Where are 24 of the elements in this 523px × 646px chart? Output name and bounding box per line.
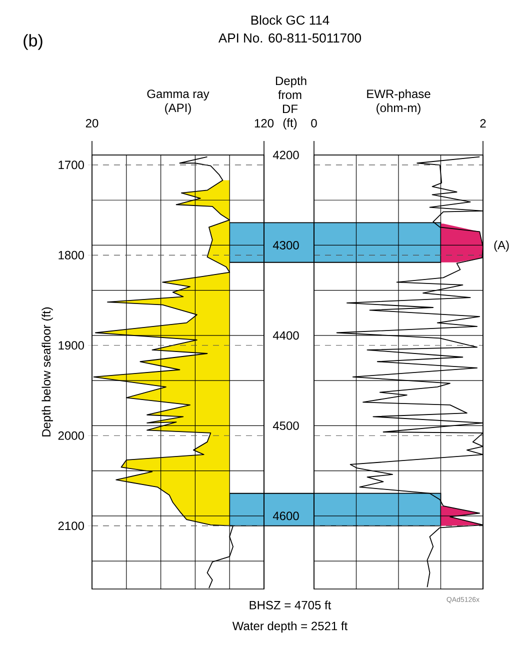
- annotation: (A): [494, 240, 509, 252]
- x-tick-label: 2: [480, 119, 486, 128]
- x-axis-title: EWR-phase (ohm-m): [367, 89, 430, 114]
- x-tick-label: 20: [86, 118, 98, 128]
- text: BHSZ = 4705 ft: [250, 600, 332, 610]
- text: (b): [24, 34, 42, 50]
- y-axis-title: Depth below seafloor (ft): [42, 307, 53, 436]
- y2-axis-title: Depth from DF (ft): [276, 76, 306, 130]
- x-tick-label: 0: [311, 118, 317, 128]
- x-axis-title: Gamma ray (API): [147, 90, 210, 114]
- x-tick-label: 120: [254, 118, 274, 128]
- y-tick-label: 2000: [58, 431, 84, 440]
- y2-tick-label: 4600: [272, 512, 299, 520]
- y2-tick-label: 4300: [272, 240, 299, 250]
- y2-tick-label: 4400: [272, 331, 299, 340]
- chart-subtitle: API No. 60-811-5011700: [218, 33, 362, 43]
- text: Block GC 114: [251, 15, 330, 25]
- y-tick-label: 1800: [58, 250, 84, 260]
- y-tick-label: 1900: [58, 341, 84, 350]
- text: Water depth = 2521 ft: [232, 621, 348, 633]
- y2-tick-label: 4200: [272, 150, 299, 160]
- y-tick-label: 2100: [58, 522, 84, 530]
- y-tick-label: 1700: [58, 160, 84, 170]
- y2-tick-label: 4500: [272, 421, 299, 430]
